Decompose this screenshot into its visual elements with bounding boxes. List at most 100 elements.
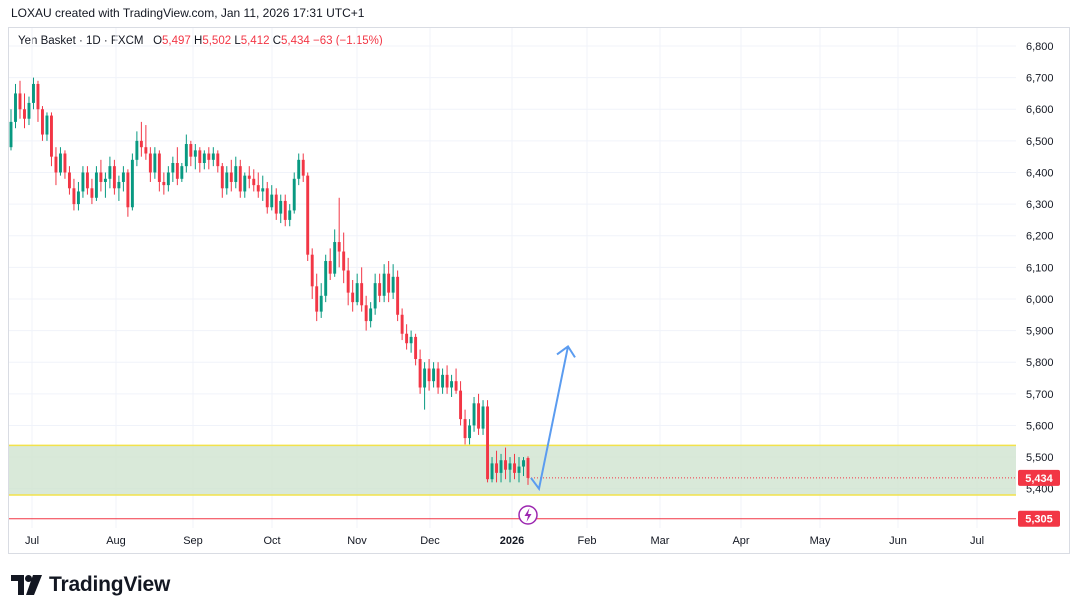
candle-body[interactable] xyxy=(387,273,391,293)
candle-body[interactable] xyxy=(202,153,206,163)
candle-body[interactable] xyxy=(247,175,251,179)
candle-body[interactable] xyxy=(270,194,274,208)
candle-body[interactable] xyxy=(477,403,481,429)
candle-body[interactable] xyxy=(121,172,125,182)
candle-body[interactable] xyxy=(229,172,233,182)
candle-body[interactable] xyxy=(108,166,112,179)
candle-body[interactable] xyxy=(90,188,94,198)
candle-body[interactable] xyxy=(355,283,359,303)
candle-body[interactable] xyxy=(400,314,404,334)
candle-body[interactable] xyxy=(45,115,49,135)
candle-body[interactable] xyxy=(445,374,449,388)
candle-body[interactable] xyxy=(207,153,211,160)
candle-body[interactable] xyxy=(166,172,170,186)
candle-body[interactable] xyxy=(364,305,368,322)
candle-body[interactable] xyxy=(481,406,485,429)
candle-body[interactable] xyxy=(144,147,148,154)
candle-body[interactable] xyxy=(459,390,463,420)
candle-body[interactable] xyxy=(513,463,516,473)
candle-body[interactable] xyxy=(373,283,377,309)
candle-body[interactable] xyxy=(283,200,287,220)
candle-body[interactable] xyxy=(117,181,121,189)
candle-body[interactable] xyxy=(14,93,17,122)
candle-body[interactable] xyxy=(139,140,143,148)
candle-body[interactable] xyxy=(315,286,319,312)
candle-body[interactable] xyxy=(54,156,58,173)
candle-body[interactable] xyxy=(369,308,373,322)
candle-body[interactable] xyxy=(522,460,525,467)
symbol-label[interactable]: Yen Basket · 1D · FXCM xyxy=(18,35,144,47)
candle-body[interactable] xyxy=(85,172,89,189)
tradingview-logo[interactable]: TradingView xyxy=(11,573,170,597)
projection-arrow[interactable] xyxy=(530,346,569,492)
candle-body[interactable] xyxy=(256,185,260,192)
candle-body[interactable] xyxy=(499,460,503,473)
candle-body[interactable] xyxy=(72,188,76,205)
candle-body[interactable] xyxy=(180,166,184,179)
candle-body[interactable] xyxy=(526,458,530,478)
candle-body[interactable] xyxy=(454,381,458,391)
candle-body[interactable] xyxy=(153,153,157,173)
candle-body[interactable] xyxy=(252,178,256,186)
candle-body[interactable] xyxy=(274,194,278,214)
candle-body[interactable] xyxy=(99,172,103,182)
candle-body[interactable] xyxy=(49,115,53,157)
candle-body[interactable] xyxy=(319,295,323,312)
candle-body[interactable] xyxy=(27,102,31,119)
candle-body[interactable] xyxy=(189,144,193,157)
candle-body[interactable] xyxy=(63,153,67,173)
candle-body[interactable] xyxy=(472,403,476,426)
candle-body[interactable] xyxy=(409,336,413,344)
candle-body[interactable] xyxy=(211,153,215,160)
candle-body[interactable] xyxy=(432,368,436,382)
candle-body[interactable] xyxy=(126,172,130,208)
candle-body[interactable] xyxy=(301,159,305,176)
candle-body[interactable] xyxy=(490,463,494,480)
candle-body[interactable] xyxy=(261,188,265,192)
candle-body[interactable] xyxy=(351,292,355,303)
candle-body[interactable] xyxy=(414,336,418,360)
candle-body[interactable] xyxy=(495,463,498,473)
candle-body[interactable] xyxy=(346,270,350,293)
candle-body[interactable] xyxy=(94,172,98,198)
candle-body[interactable] xyxy=(450,381,454,388)
candle-body[interactable] xyxy=(328,261,332,274)
candle-body[interactable] xyxy=(292,178,296,211)
candle-body[interactable] xyxy=(337,242,341,252)
candle-body[interactable] xyxy=(103,178,107,182)
candle-body[interactable] xyxy=(306,175,310,255)
candle-body[interactable] xyxy=(436,368,440,388)
candle-body[interactable] xyxy=(382,273,386,296)
candle-body[interactable] xyxy=(297,159,301,179)
candle-body[interactable] xyxy=(391,276,395,293)
candle-body[interactable] xyxy=(279,200,283,214)
candle-body[interactable] xyxy=(193,150,197,157)
candle-body[interactable] xyxy=(468,425,472,439)
candle-body[interactable] xyxy=(41,109,44,135)
candle-body[interactable] xyxy=(486,406,490,480)
candle-body[interactable] xyxy=(171,162,175,173)
candle-body[interactable] xyxy=(508,463,512,470)
candle-body[interactable] xyxy=(130,159,134,208)
candle-body[interactable] xyxy=(360,283,364,306)
candle-body[interactable] xyxy=(67,172,71,189)
candle-body[interactable] xyxy=(405,333,409,344)
candle-body[interactable] xyxy=(32,83,35,103)
candle-body[interactable] xyxy=(288,210,292,220)
candle-body[interactable] xyxy=(265,188,269,208)
candle-body[interactable] xyxy=(162,181,166,186)
candle-body[interactable] xyxy=(517,466,521,473)
candle-body[interactable] xyxy=(76,191,80,205)
candle-body[interactable] xyxy=(81,172,85,192)
candle-body[interactable] xyxy=(225,172,229,189)
candle-body[interactable] xyxy=(324,261,328,296)
candle-body[interactable] xyxy=(234,166,238,182)
candle-body[interactable] xyxy=(58,153,62,173)
candle-body[interactable] xyxy=(175,162,179,179)
candle-body[interactable] xyxy=(378,283,382,296)
candle-body[interactable] xyxy=(23,109,26,119)
candle-body[interactable] xyxy=(9,121,13,148)
candle-body[interactable] xyxy=(184,144,188,167)
candle-body[interactable] xyxy=(135,140,139,160)
